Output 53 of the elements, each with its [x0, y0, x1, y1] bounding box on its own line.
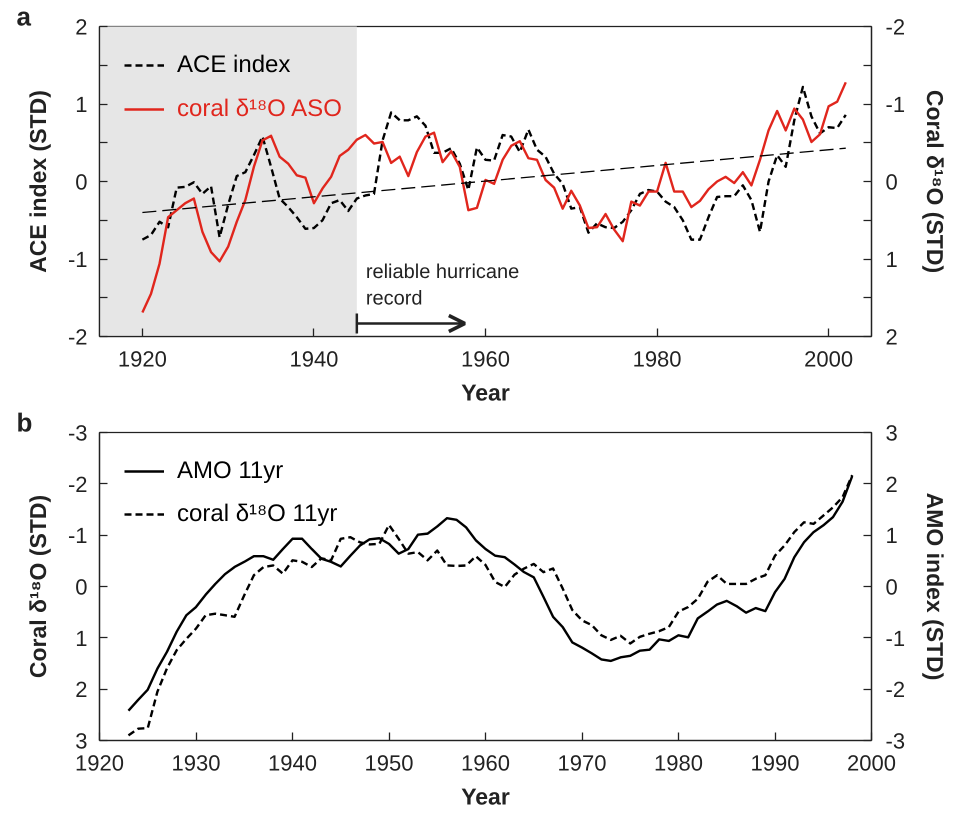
annotation: reliable hurricane record — [366, 261, 520, 310]
legend-label: ACE index — [177, 51, 290, 79]
x-tick-label: 1930 — [172, 750, 220, 776]
chart-title: a — [16, 2, 32, 32]
y2-tick-label: 1 — [886, 523, 898, 548]
y-tick-label: 0 — [75, 574, 88, 600]
y2-tick-label: -2 — [886, 14, 906, 40]
x-tick-label: 1980 — [654, 750, 703, 776]
line-series — [141, 86, 847, 241]
y-tick-label: -3 — [68, 420, 88, 446]
y-axis-title: Coral δ¹⁸O (STD) — [24, 494, 51, 678]
y2-axis-title: Coral δ¹⁸O (STD) — [922, 90, 948, 274]
y-tick-label: 1 — [75, 92, 88, 117]
y2-tick-label: 0 — [886, 170, 898, 194]
y2-axis-title: AMO index (STD) — [922, 492, 948, 680]
y-tick-label: 2 — [75, 677, 88, 702]
chart-title: b — [16, 408, 32, 438]
y2-tick-label: 1 — [886, 247, 898, 272]
x-axis-title: Year — [461, 380, 510, 406]
y2-tick-label: 2 — [886, 324, 898, 350]
y-tick-label: -2 — [68, 324, 88, 350]
x-tick-label: 1920 — [75, 750, 124, 776]
y2-tick-label: 0 — [886, 574, 898, 600]
x-tick-label: 1950 — [364, 750, 414, 776]
x-tick-label: 1940 — [289, 346, 338, 372]
x-tick-label: 1960 — [461, 346, 510, 372]
y-tick-label: 3 — [75, 728, 88, 754]
x-tick-label: 1990 — [750, 750, 800, 776]
y-tick-label: -1 — [68, 247, 88, 272]
line-series — [141, 81, 847, 314]
x-axis-title: Year — [461, 784, 510, 810]
x-tick-label: 1980 — [632, 346, 682, 372]
y2-tick-label: 2 — [886, 472, 898, 497]
x-tick-label: 1960 — [461, 750, 510, 776]
x-tick-label: 1970 — [558, 750, 606, 776]
y2-tick-label: -3 — [886, 728, 906, 754]
legend-label: coral δ¹⁸O ASO — [177, 95, 342, 123]
y-tick-label: 2 — [75, 14, 88, 40]
y-tick-label: -2 — [68, 472, 88, 497]
y2-tick-label: -1 — [886, 626, 906, 651]
y-axis-title: ACE index (STD) — [24, 90, 51, 273]
legend-label: AMO 11yr — [177, 457, 284, 485]
x-tick-label: 2000 — [804, 346, 854, 372]
y-tick-label: 0 — [75, 170, 88, 194]
x-tick-label: 2000 — [847, 750, 896, 776]
x-tick-label: 1940 — [268, 750, 317, 776]
x-tick-label: 1920 — [118, 346, 167, 372]
legend-label: coral δ¹⁸O 11yr — [177, 500, 338, 528]
y2-tick-label: 3 — [886, 420, 898, 446]
y-tick-label: -1 — [68, 523, 88, 548]
y2-tick-label: -2 — [886, 677, 906, 702]
y2-tick-label: -1 — [886, 92, 906, 117]
y-tick-label: 1 — [75, 626, 88, 651]
